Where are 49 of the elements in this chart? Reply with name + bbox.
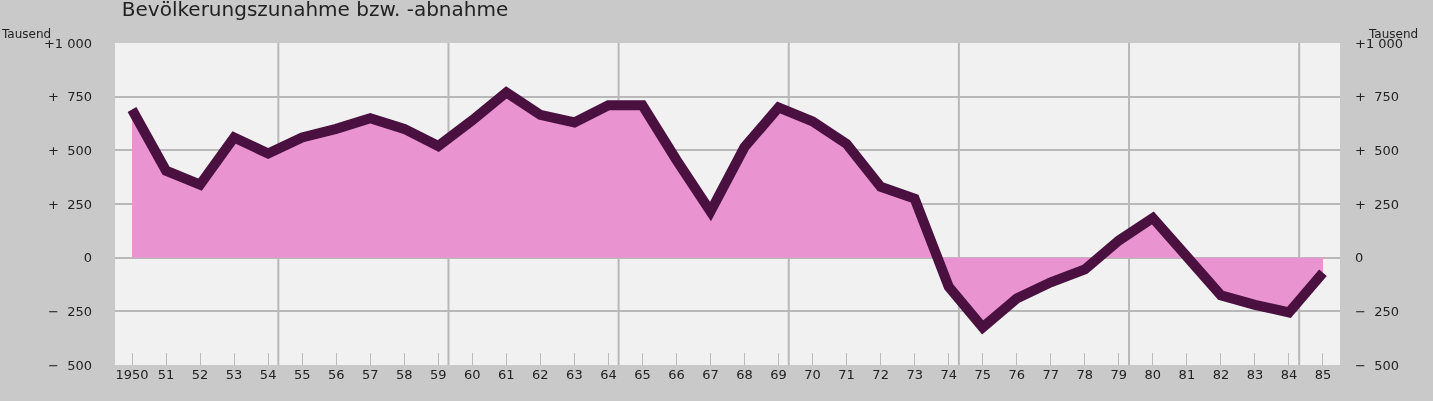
x-tick-label: 81 bbox=[1178, 367, 1196, 382]
x-tick-label: 80 bbox=[1144, 367, 1162, 382]
x-tick-label: 53 bbox=[225, 367, 243, 382]
y2-tick-label: + 750 bbox=[1355, 89, 1399, 105]
x-tick-label: 79 bbox=[1110, 367, 1128, 382]
x-tick-label: 66 bbox=[668, 367, 685, 382]
y-tick-label: − 250 bbox=[48, 303, 92, 319]
x-tick-label: 70 bbox=[804, 367, 821, 382]
x-tick-label: 1950 bbox=[115, 367, 149, 382]
x-tick-label: 72 bbox=[872, 367, 889, 382]
x-tick-label: 60 bbox=[464, 367, 481, 382]
x-tick-label: 71 bbox=[838, 367, 855, 382]
x-tick-label: 62 bbox=[532, 367, 549, 382]
x-tick-label: 77 bbox=[1042, 367, 1060, 382]
y-tick-label: 0 bbox=[83, 250, 92, 266]
chart-title: Bevölkerungszunahme bzw. -abnahme bbox=[121, 0, 509, 21]
x-tick-label: 82 bbox=[1212, 367, 1230, 382]
y-tick-label: + 500 bbox=[48, 142, 92, 158]
y2-tick-label: 0 bbox=[1355, 250, 1364, 266]
x-tick-label: 84 bbox=[1280, 367, 1298, 382]
y-tick-label: − 500 bbox=[48, 357, 92, 373]
x-tick-label: 73 bbox=[906, 367, 923, 382]
x-tick-label: 63 bbox=[566, 367, 583, 382]
y2-tick-label: − 500 bbox=[1355, 357, 1399, 373]
y2-tick-label: + 500 bbox=[1355, 142, 1399, 158]
x-tick-label: 61 bbox=[498, 367, 515, 382]
x-tick-label: 74 bbox=[940, 367, 957, 382]
y-tick-label: + 750 bbox=[48, 89, 92, 105]
x-tick-label: 52 bbox=[191, 367, 209, 382]
x-tick-label: 64 bbox=[600, 367, 617, 382]
x-tick-label: 78 bbox=[1076, 367, 1094, 382]
x-tick-label: 68 bbox=[736, 367, 753, 382]
y2-tick-label: − 250 bbox=[1355, 303, 1399, 319]
x-tick-label: 83 bbox=[1246, 367, 1264, 382]
x-tick-label: 59 bbox=[429, 367, 447, 382]
x-tick-label: 65 bbox=[634, 367, 651, 382]
x-tick-label: 56 bbox=[327, 367, 345, 382]
x-tick-label: 76 bbox=[1008, 367, 1026, 382]
x-tick-label: 57 bbox=[361, 367, 379, 382]
y2-tick-label: + 250 bbox=[1355, 196, 1399, 212]
x-tick-label: 67 bbox=[702, 367, 719, 382]
x-tick-label: 54 bbox=[259, 367, 277, 382]
x-tick-label: 69 bbox=[770, 367, 787, 382]
x-tick-label: 51 bbox=[157, 367, 175, 382]
x-tick-label: 75 bbox=[974, 367, 991, 382]
x-tick-label: 85 bbox=[1314, 367, 1332, 382]
y-tick-label: + 250 bbox=[48, 196, 92, 212]
x-tick-label: 55 bbox=[293, 367, 311, 382]
x-tick-label: 58 bbox=[395, 367, 413, 382]
